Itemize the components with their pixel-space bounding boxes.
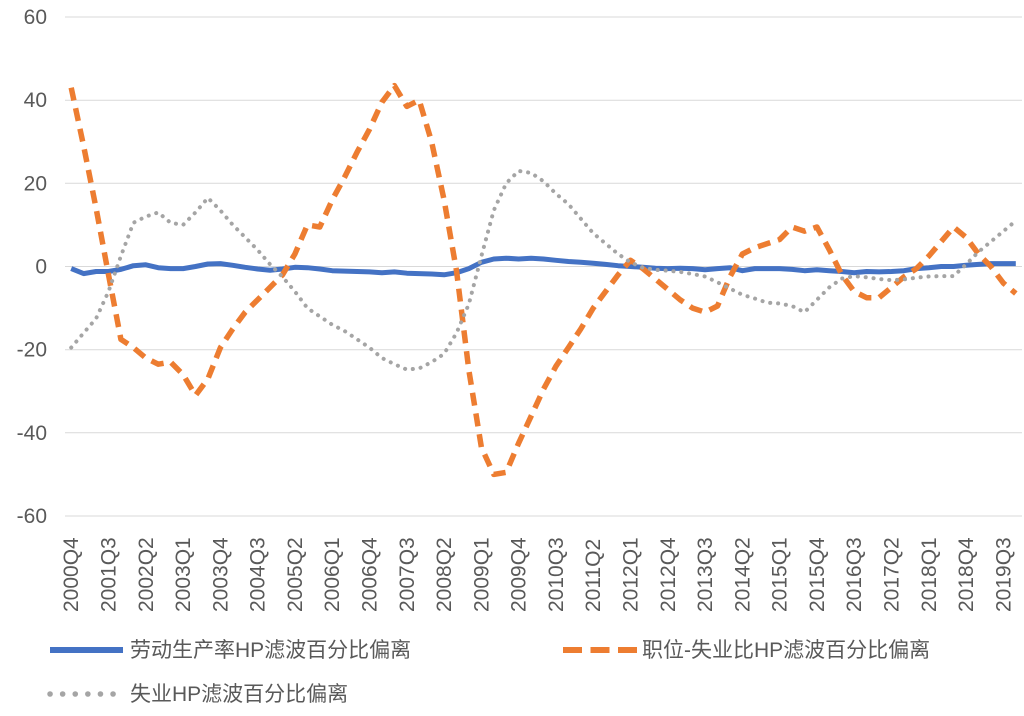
x-axis-tick-label: 2018Q4 (955, 537, 978, 612)
series-line-labor-productivity-hp-deviation (70, 255, 1016, 278)
legend-item-labor-productivity-hp-deviation: 劳动生产率HP滤波百分比偏离 (50, 639, 411, 662)
x-axis-tick-label: 2001Q3 (98, 537, 121, 612)
legend-item-unemployment-hp-deviation: 失业HP滤波百分比偏离 (47, 683, 348, 706)
x-axis-tick-label: 2012Q1 (620, 537, 643, 612)
x-axis-tick-label: 2007Q3 (396, 537, 419, 612)
x-axis-tick-labels: 2000Q4 2001Q3 2002Q2 2003Q1 2003Q4 2004Q3 2005… (60, 537, 1015, 612)
legend-label: 劳动生产率HP滤波百分比偏离 (130, 639, 411, 662)
legend-item-vacancy-unemployment-ratio-hp-deviation: 职位-失业比HP滤波百分比偏离 (563, 639, 930, 662)
x-axis-tick-label: 2003Q1 (172, 537, 195, 612)
x-axis-tick-label: 2005Q2 (284, 537, 307, 612)
x-axis-tick-label: 2017Q2 (881, 537, 904, 612)
legend-label: 失业HP滤波百分比偏离 (130, 683, 348, 706)
x-axis-tick-label: 2013Q3 (694, 537, 717, 612)
y-axis-tick-label: 40 (24, 89, 47, 112)
y-axis-tick-labels: 60 40 20 0 -20 -40 -60 (17, 6, 47, 528)
x-axis-tick-label: 2009Q4 (508, 537, 531, 612)
x-axis-tick-label: 2014Q2 (731, 537, 754, 612)
y-axis-tick-label: -20 (17, 339, 47, 362)
y-axis-tick-label: -40 (17, 422, 47, 445)
x-axis-tick-label: 2018Q1 (918, 537, 941, 612)
x-axis-tick-label: 2006Q1 (321, 537, 344, 612)
legend-label: 职位-失业比HP滤波百分比偏离 (642, 639, 930, 662)
x-axis-tick-label: 2011Q2 (582, 539, 605, 612)
series-line-unemployment-hp-deviation (69, 168, 1018, 372)
x-axis-tick-label: 2015Q1 (769, 537, 792, 612)
x-axis-tick-label: 2009Q1 (470, 537, 493, 612)
x-axis-tick-label: 2008Q2 (433, 537, 456, 612)
x-axis-tick-label: 2003Q4 (209, 537, 232, 612)
x-axis-tick-label: 2000Q4 (60, 537, 83, 612)
y-axis-tick-label: 0 (35, 256, 47, 279)
x-axis-tick-label: 2004Q3 (247, 537, 270, 612)
y-axis-tick-label: 60 (24, 6, 47, 29)
x-axis-tick-label: 2019Q3 (992, 537, 1015, 612)
x-axis-tick-label: 2006Q4 (359, 537, 382, 612)
gridlines (65, 16, 1022, 517)
x-axis-tick-label: 2002Q2 (135, 537, 158, 612)
x-axis-tick-label: 2015Q4 (806, 537, 829, 612)
y-axis-tick-label: 20 (24, 172, 47, 195)
y-axis-tick-label: -60 (17, 505, 47, 528)
series-line-vacancy-unemployment-ratio-hp-deviation (68, 82, 1018, 478)
chart-series (68, 82, 1018, 478)
x-axis-tick-label: 2010Q3 (545, 537, 568, 612)
x-axis-tick-label: 2012Q4 (657, 537, 680, 612)
x-axis-tick-label: 2016Q3 (843, 537, 866, 612)
